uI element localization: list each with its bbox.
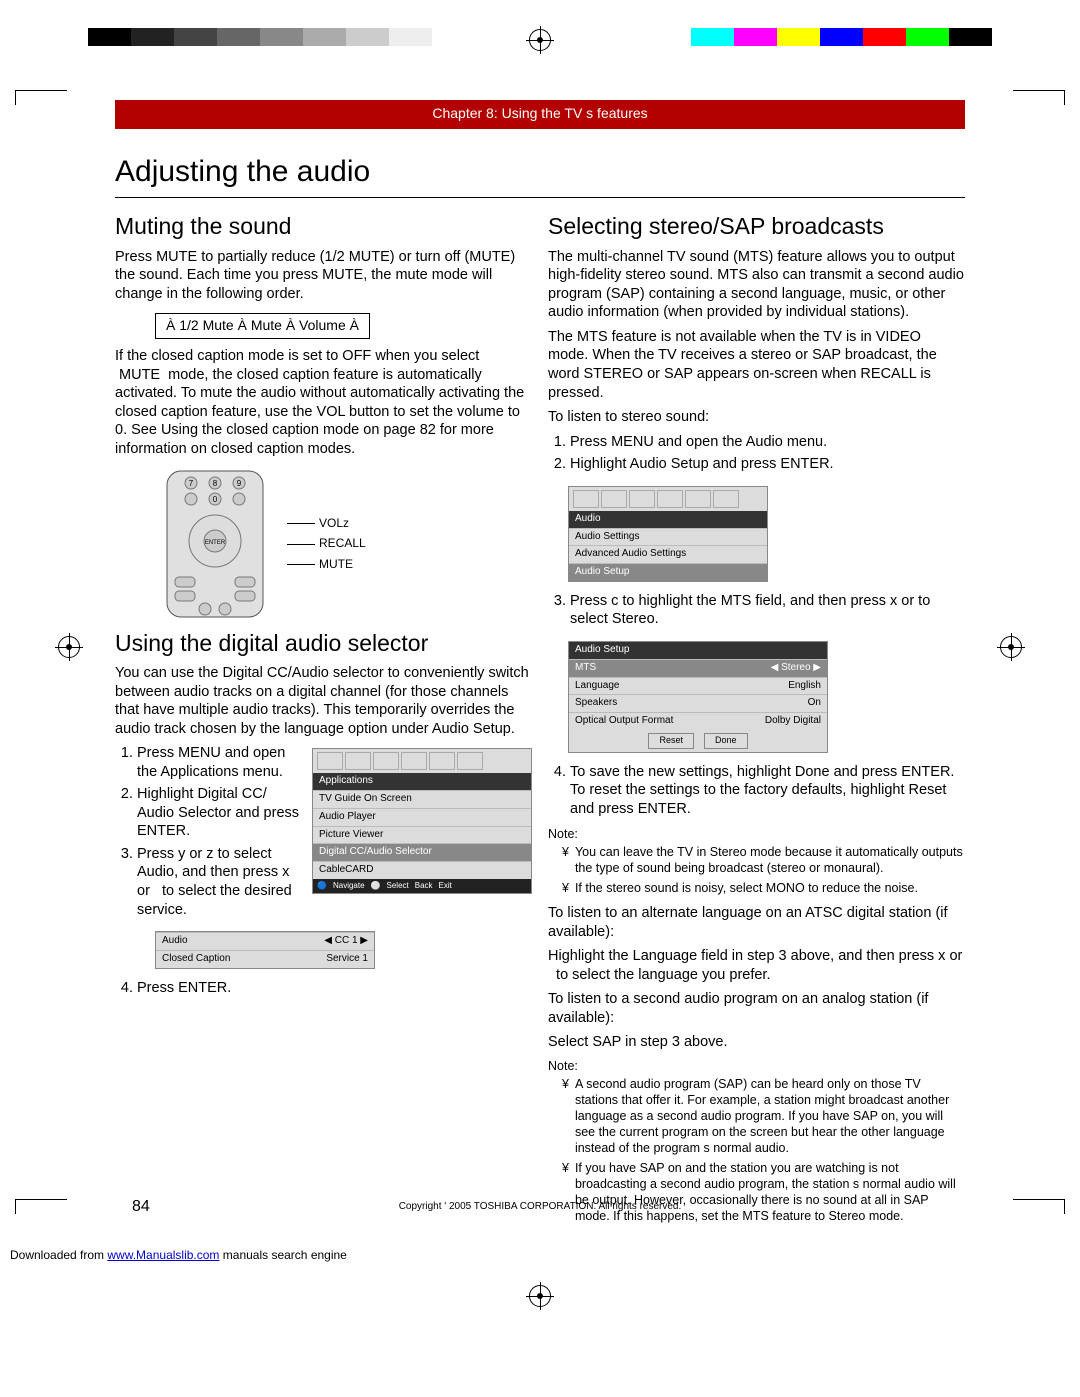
left-column: Muting the sound Press MUTE to partially… bbox=[115, 212, 532, 1232]
remote-figure: 7 8 9 0 ENTER VOLz bbox=[155, 469, 532, 619]
registration-mark-right bbox=[1000, 636, 1022, 658]
page-title: Adjusting the audio bbox=[115, 153, 965, 198]
stereo-step-1: Press MENU and open the Audio menu. bbox=[570, 433, 965, 452]
note-2: Note: ¥A second audio program (SAP) can … bbox=[562, 1058, 965, 1224]
svg-text:8: 8 bbox=[213, 479, 218, 488]
label-vol: VOLz bbox=[287, 513, 366, 533]
selector-p1: You can use the Digital CC/Audio selecto… bbox=[115, 664, 532, 738]
alt-lang-heading: To listen to an alternate language on an… bbox=[548, 904, 965, 941]
label-recall: RECALL bbox=[287, 533, 366, 553]
mute-order-diagram: À 1/2 Mute À Mute À Volume À bbox=[155, 313, 370, 339]
audio-setup-figure: Audio Setup MTS◀ Stereo ▶ LanguageEnglis… bbox=[568, 641, 828, 753]
muting-p1: Press MUTE to partially reduce (1/2 MUTE… bbox=[115, 248, 532, 304]
stereo-step-2: Highlight Audio Setup and press ENTER. bbox=[570, 455, 965, 474]
svg-text:0: 0 bbox=[213, 495, 218, 504]
note-1: Note: ¥You can leave the TV in Stereo mo… bbox=[562, 826, 965, 896]
listen-stereo: To listen to stereo sound: bbox=[548, 408, 965, 427]
download-line: Downloaded from www.Manualslib.com manua… bbox=[10, 1248, 347, 1262]
svg-text:7: 7 bbox=[189, 479, 194, 488]
right-column: Selecting stereo/SAP broadcasts The mult… bbox=[548, 212, 965, 1232]
stereo-step3-list: Press c to highlight the MTS field, and … bbox=[570, 592, 965, 629]
registration-mark-left bbox=[58, 636, 80, 658]
step-4: Press ENTER. bbox=[137, 979, 532, 998]
stereo-heading: Selecting stereo/SAP broadcasts bbox=[548, 212, 965, 241]
stereo-p2: The MTS feature is not available when th… bbox=[548, 328, 965, 402]
audio-menu-figure: Audio Audio Settings Advanced Audio Sett… bbox=[568, 486, 768, 582]
stereo-step4-list: To save the new settings, highlight Done… bbox=[570, 763, 965, 819]
applications-menu-figure: Applications TV Guide On Screen Audio Pl… bbox=[312, 748, 532, 894]
stereo-step-3: Press c to highlight the MTS field, and … bbox=[570, 592, 965, 629]
remote-icon: 7 8 9 0 ENTER bbox=[155, 469, 275, 619]
muting-heading: Muting the sound bbox=[115, 212, 532, 241]
sap-select: Select SAP in step 3 above. bbox=[548, 1033, 965, 1052]
alt-lang-p: Highlight the Language field in step 3 a… bbox=[548, 947, 965, 984]
svg-text:ENTER: ENTER bbox=[205, 540, 226, 546]
muting-p2: If the closed caption mode is set to OFF… bbox=[115, 347, 532, 458]
sap-listen: To listen to a second audio program on a… bbox=[548, 990, 965, 1027]
copyright: Copyright ' 2005 TOSHIBA CORPORATION. Al… bbox=[0, 1201, 1080, 1212]
stereo-steps: Press MENU and open the Audio menu. High… bbox=[570, 433, 965, 474]
label-mute: MUTE bbox=[287, 554, 366, 574]
selector-steps-cont: Press ENTER. bbox=[137, 979, 532, 998]
stereo-p1: The multi-channel TV sound (MTS) feature… bbox=[548, 248, 965, 322]
manualslib-link[interactable]: www.Manualslib.com bbox=[107, 1248, 219, 1262]
registration-mark-top bbox=[529, 29, 551, 51]
chapter-bar: Chapter 8: Using the TV s features bbox=[115, 100, 965, 129]
selector-heading: Using the digital audio selector bbox=[115, 629, 532, 658]
registration-mark-bottom bbox=[529, 1285, 551, 1307]
svg-text:9: 9 bbox=[237, 479, 242, 488]
audio-selector-figure: Audio◀ CC 1 ▶ Closed CaptionService 1 bbox=[155, 931, 375, 969]
stereo-step-4: To save the new settings, highlight Done… bbox=[570, 763, 965, 819]
